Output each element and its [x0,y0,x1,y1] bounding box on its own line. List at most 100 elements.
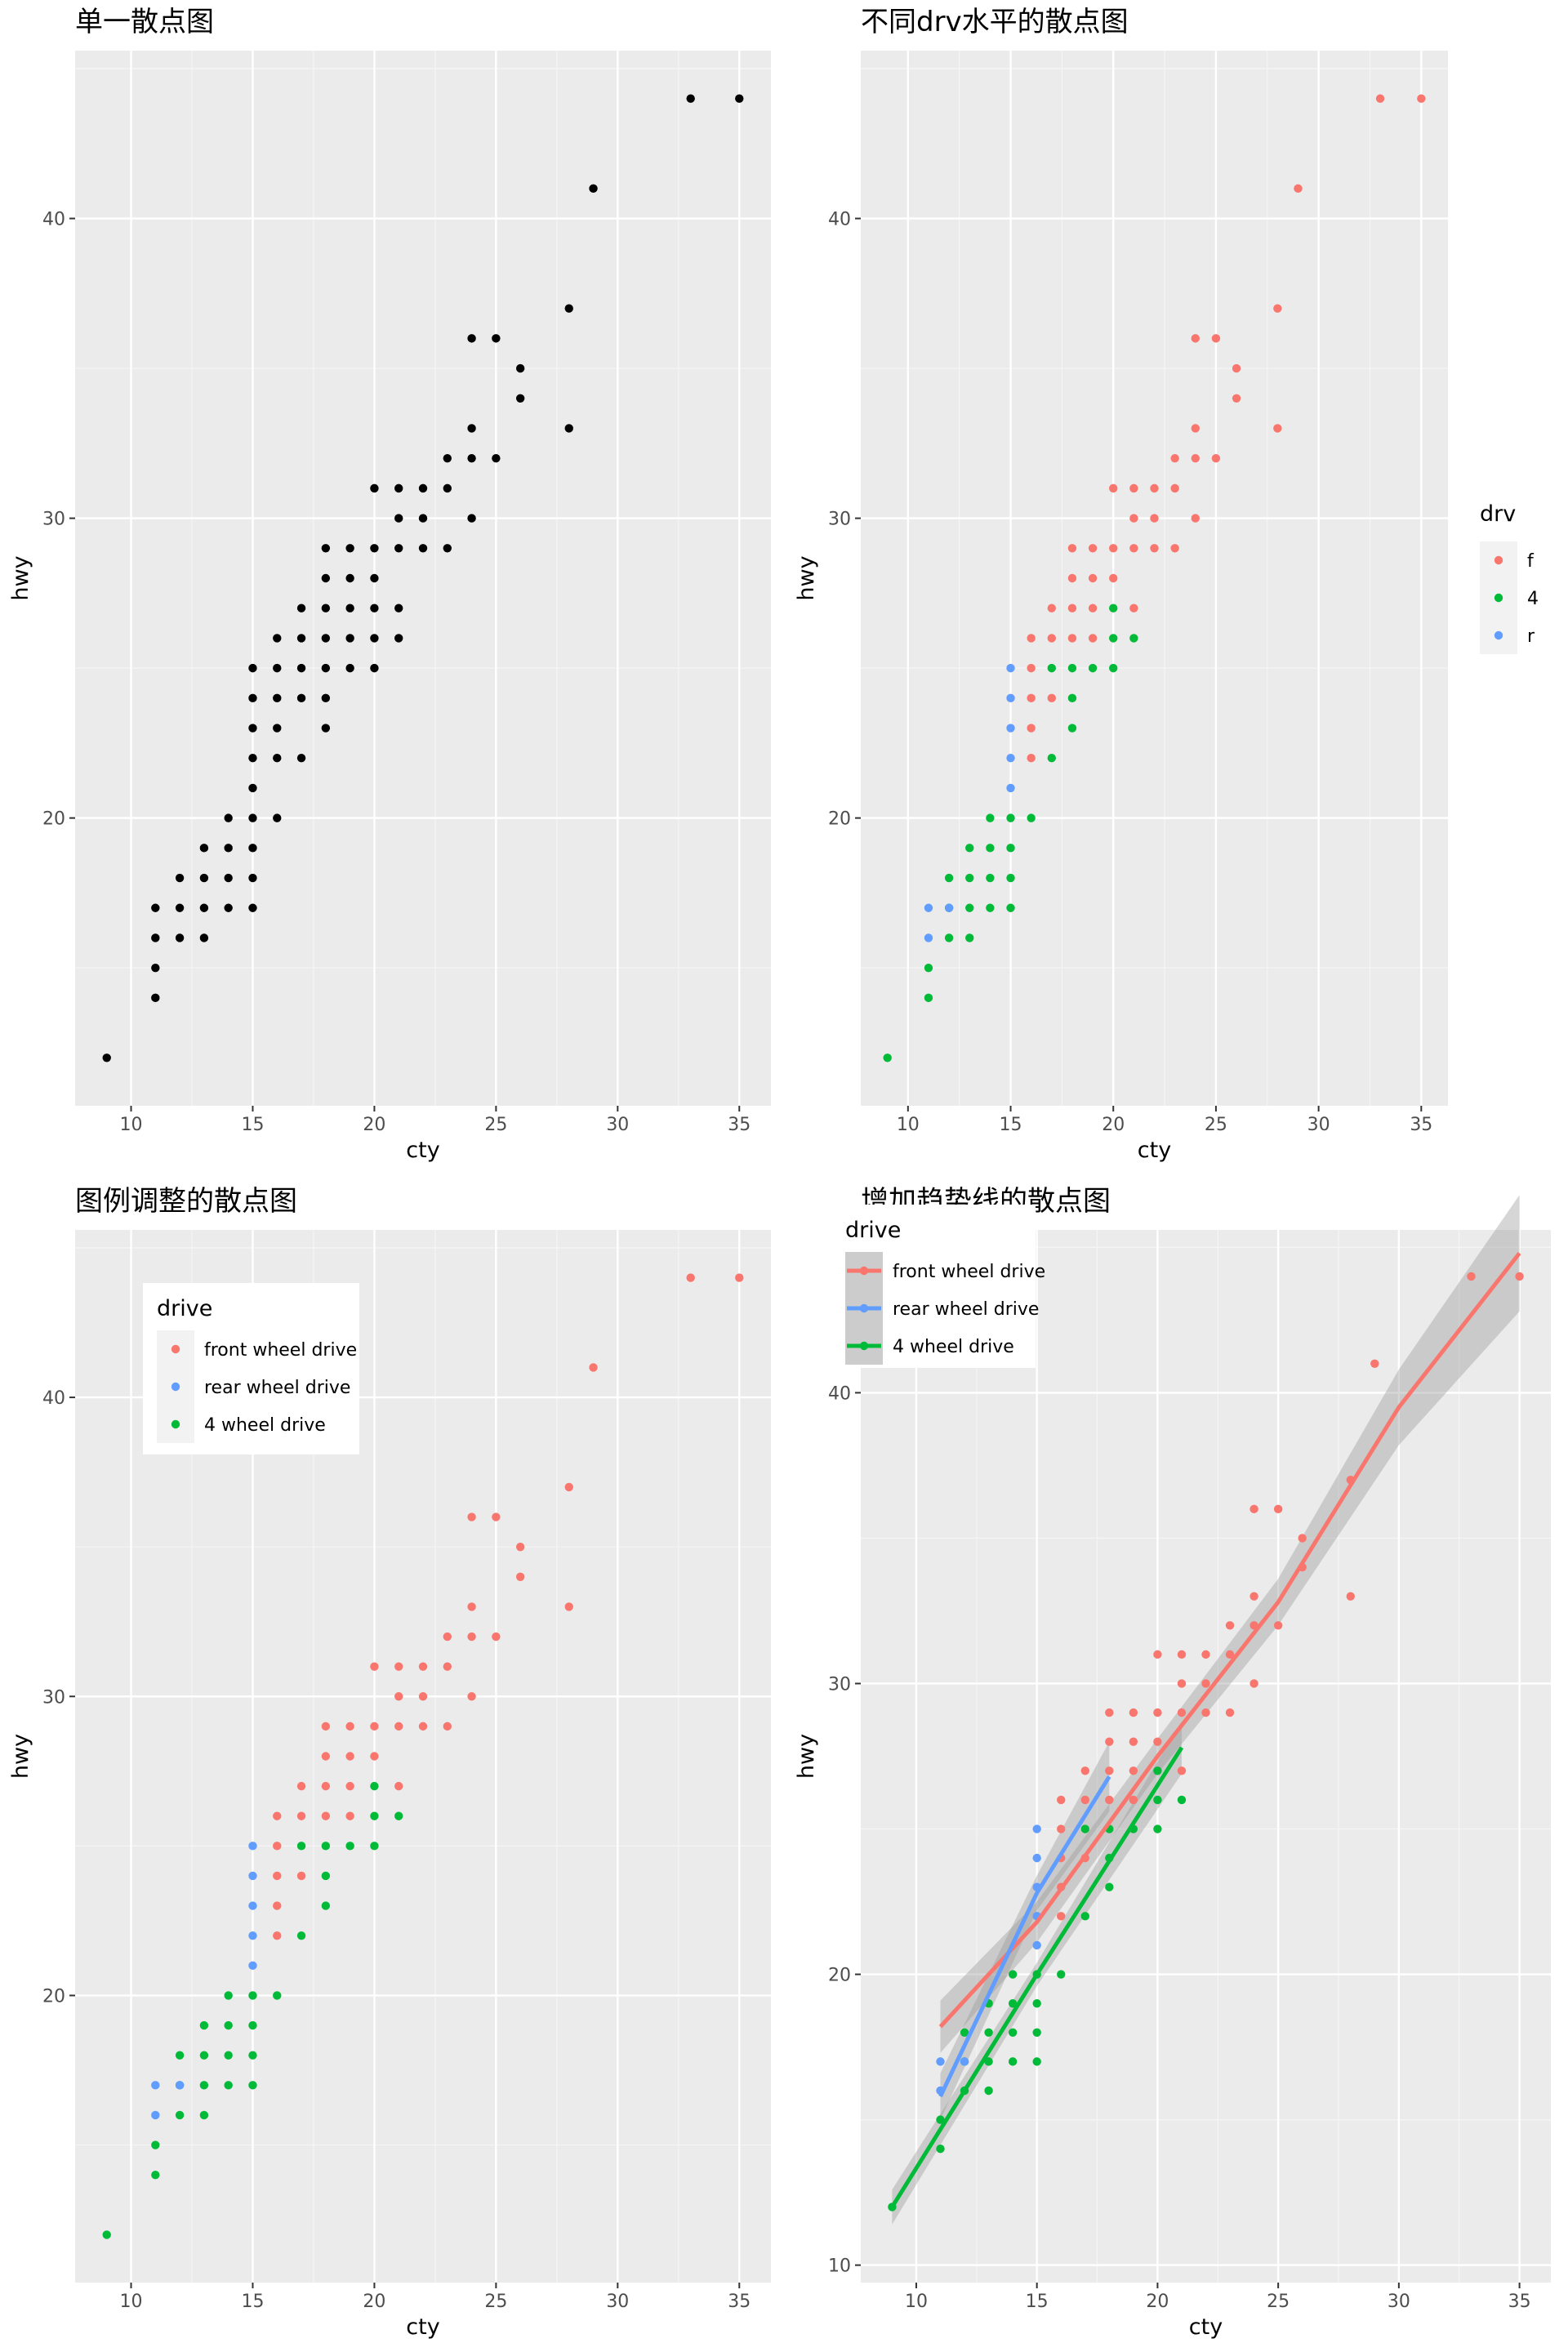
data-point-4 [1006,813,1015,822]
data-point-4 [1067,693,1077,703]
data-point-4 [1153,1824,1162,1833]
legend-label: 4 [1527,589,1539,609]
data-point-f [1067,573,1077,583]
data-point-4 [248,2051,257,2060]
y-tick-label: 40 [828,210,851,230]
data-point-f [1153,1650,1162,1659]
data-point-f [443,1662,452,1671]
data-point-f [1515,1272,1524,1281]
data-point-f [467,1602,476,1611]
data-point-4 [224,1991,233,2000]
data-point-4 [1177,1795,1187,1805]
data-point-r [175,2081,185,2090]
data-point-f [564,1482,573,1492]
x-tick-label: 15 [1026,2292,1049,2312]
legend-key-f [1494,555,1503,565]
x-tick-label: 15 [241,1115,264,1135]
data-point [224,873,233,883]
data-point-f [443,1722,452,1731]
data-point [370,573,379,583]
x-axis-title: cty [1138,1138,1171,1163]
data-point-f [443,1632,452,1642]
data-point-f [564,1602,573,1611]
y-axis-title: hwy [794,555,819,600]
data-point-4 [984,2028,993,2037]
data-point [321,604,331,612]
data-point-f [418,1692,428,1701]
data-point-f [1105,1737,1114,1746]
data-point-f [1129,1737,1138,1746]
data-point-f [1129,544,1138,553]
y-tick-label: 40 [42,1388,65,1409]
data-point [418,514,428,523]
data-point [102,1054,111,1062]
data-point [515,394,525,403]
data-point [345,573,354,583]
data-point [248,873,257,883]
data-point-f [1250,1504,1258,1514]
data-point [224,813,233,822]
data-point [248,813,257,822]
data-point-4 [924,993,933,1003]
data-point-4 [1105,1882,1114,1891]
data-point [394,604,403,612]
y-tick-label: 10 [828,2256,851,2277]
chart-p2: 不同drv水平的散点图 10 15 20 25 30 35 20 30 40 cty hwy drv f 4… [794,6,1539,1163]
y-tick-label: 40 [42,210,65,230]
x-tick-label: 15 [1000,1115,1022,1135]
legend-key-f [171,1344,180,1354]
data-point [492,453,501,463]
data-point-r [151,2110,160,2120]
x-tick-label: 10 [120,2292,143,2312]
legend: drive front wheel drive rear wheel drive 4 … [831,1205,1045,1368]
data-point-f [467,1512,476,1521]
data-point-4 [199,2051,209,2060]
x-axis-title: cty [1189,2314,1223,2340]
x-tick-label: 10 [120,1115,143,1135]
confidence-band-r [940,1741,1110,2120]
data-point [735,94,744,103]
legend-key-4 [171,1419,180,1429]
data-point [345,604,354,612]
data-point-r [1006,783,1015,793]
data-point-f [1370,1359,1379,1368]
data-point [321,634,331,643]
data-point-4 [936,2115,945,2124]
data-point-f [370,1722,379,1731]
data-point-f [1191,424,1200,433]
data-point-4 [224,2051,233,2060]
data-point-f [1027,724,1036,733]
legend-label: front wheel drive [893,1262,1045,1282]
data-point-r [248,1931,257,1940]
data-point-4 [248,2081,257,2090]
x-tick-label: 25 [1205,1115,1227,1135]
data-point-f [1273,304,1282,313]
data-point-f [1232,394,1241,403]
data-point [443,453,452,463]
data-point-f [1177,1708,1187,1717]
data-point-f [1109,573,1118,583]
x-tick-label: 25 [484,2292,507,2312]
data-point [273,754,282,763]
plot-panel [861,51,1448,1106]
data-point-f [1153,1708,1162,1717]
data-point-4 [1006,873,1015,883]
confidence-band-f [940,1195,1520,2053]
data-point [394,514,403,523]
data-point-f [1129,1766,1138,1775]
plot-panel [75,51,771,1106]
legend-key-f [859,1266,869,1276]
data-point [345,663,354,673]
chart-p1: 单一散点图 10 15 20 25 30 35 20 30 40 cty hwy [8,6,771,1163]
x-tick-label: 25 [1267,2292,1290,2312]
data-point-f [394,1781,403,1791]
trend-line-r [938,1775,1111,2098]
data-point [345,544,354,553]
data-point [321,724,331,733]
y-tick-label: 30 [42,1687,65,1708]
data-point [370,604,379,612]
data-point-f [1191,453,1200,463]
data-point-4 [1008,1970,1018,1979]
data-point-f [273,1842,282,1851]
data-point-4 [175,2051,185,2060]
